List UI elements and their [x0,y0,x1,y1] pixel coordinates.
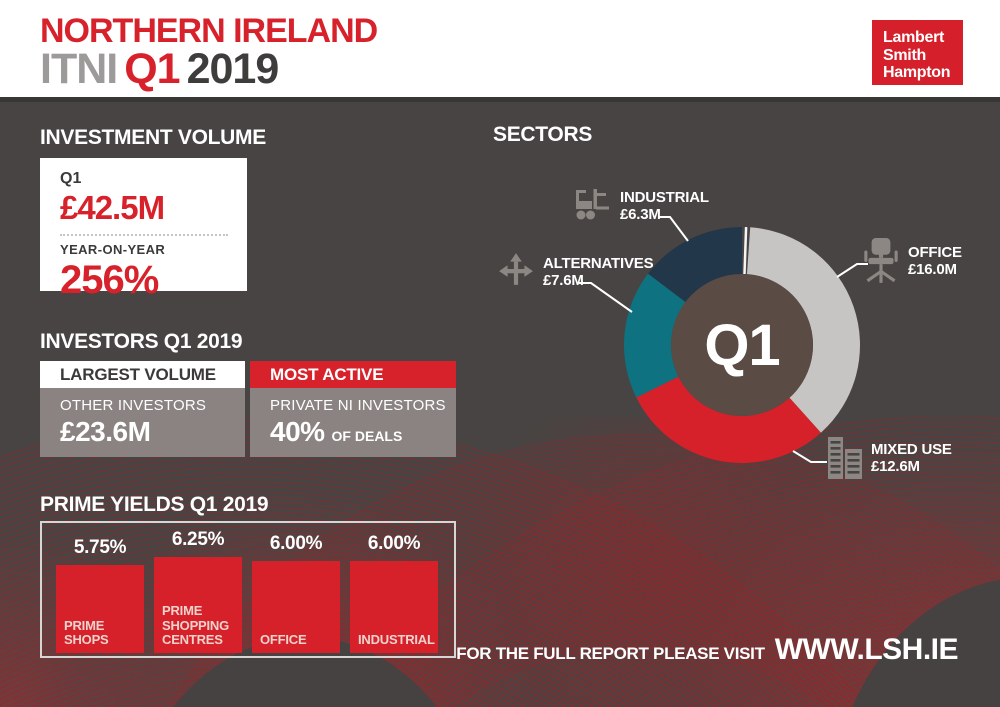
alternatives-label: ALTERNATIVES £7.6M [543,255,654,289]
mixed-use-label: MIXED USE £12.6M [871,441,952,475]
title-year: 2019 [186,45,280,93]
most-active-value: 40% [270,416,325,447]
largest-volume-value: £23.6M [60,416,151,447]
yield-column: 6.00% OFFICE [252,533,340,653]
investment-value: £42.5M [60,189,165,226]
yield-bar: INDUSTRIAL [350,561,438,653]
header-divider [0,97,1000,102]
page-title-line2: ITNI Q1 2019 [40,45,280,94]
most-active-suffix: OF DEALS [331,428,403,444]
yield-bar: PRIME SHOPS [56,565,144,653]
yield-bar: OFFICE [252,561,340,653]
investment-volume-card: Q1 £42.5M YEAR-ON-YEAR 256% [40,158,247,302]
yoy-label: YEAR-ON-YEAR [60,242,166,257]
donut-segment-office [746,227,860,433]
yield-bar-label: PRIME SHOPPING CENTRES [162,603,230,648]
page-title-line1: NORTHERN IRELAND [40,12,378,50]
largest-volume-label: OTHER INVESTORS [60,397,207,414]
sectors-heading: SECTORS [493,123,593,146]
footer: FOR THE FULL REPORT PLEASE VISIT WWW.LSH… [456,633,958,667]
dotted-divider [60,234,228,236]
largest-volume-card: LARGEST VOLUME OTHER INVESTORS £23.6M [40,361,245,457]
yield-value: 6.00% [269,533,323,554]
yield-column: 6.00% INDUSTRIAL [350,533,438,653]
investment-volume-heading: INVESTMENT VOLUME [40,126,266,149]
title-quarter: Q1 [124,45,180,93]
donut-center-label: Q1 [704,313,779,378]
yield-bar-label: OFFICE [260,632,307,648]
most-active-label: PRIVATE NI INVESTORS [270,397,446,414]
forklift-icon [572,186,612,222]
largest-volume-header: LARGEST VOLUME [40,361,245,388]
quarter-label: Q1 [60,170,82,187]
crossroads-icon [497,250,535,288]
donut-top-gap [743,227,748,275]
yield-bar-label: INDUSTRIAL [358,632,435,648]
yield-value: 6.00% [367,533,421,554]
prime-yields-heading: PRIME YIELDS Q1 2019 [40,493,269,516]
donut-center [671,274,813,416]
yield-value: 6.25% [171,529,225,550]
yield-column: 5.75% PRIME SHOPS [56,537,144,653]
yield-value: 5.75% [73,537,127,558]
yoy-value: 256% [60,258,159,302]
footer-prompt: FOR THE FULL REPORT PLEASE VISIT [456,644,765,663]
lambert-smith-hampton-logo: Lambert Smith Hampton [872,20,963,85]
header-bar: NORTHERN IRELAND ITNI Q1 2019 Lambert Smit… [0,0,1000,97]
most-active-header: MOST ACTIVE [250,361,456,388]
yield-bar-label: PRIME SHOPS [64,617,109,648]
industrial-label: INDUSTRIAL £6.3M [620,189,709,223]
office-label: OFFICE £16.0M [908,244,962,278]
yield-column: 6.25% PRIME SHOPPING CENTRES [154,529,242,653]
footer-url[interactable]: WWW.LSH.IE [774,633,959,666]
yield-bar: PRIME SHOPPING CENTRES [154,557,242,653]
investors-heading: INVESTORS Q1 2019 [40,330,243,353]
buildings-icon [824,435,866,479]
contour-waves-decoration [0,417,1000,707]
title-itni: ITNI [40,45,118,93]
prime-yields-chart: 5.75% PRIME SHOPS 6.25% PRIME SHOPPING C… [40,521,456,658]
donut-segment-alternatives [624,273,686,398]
office-chair-icon [862,238,900,286]
most-active-card: MOST ACTIVE PRIVATE NI INVESTORS 40% OF D… [250,361,456,457]
donut-segment-industrial [648,227,742,303]
